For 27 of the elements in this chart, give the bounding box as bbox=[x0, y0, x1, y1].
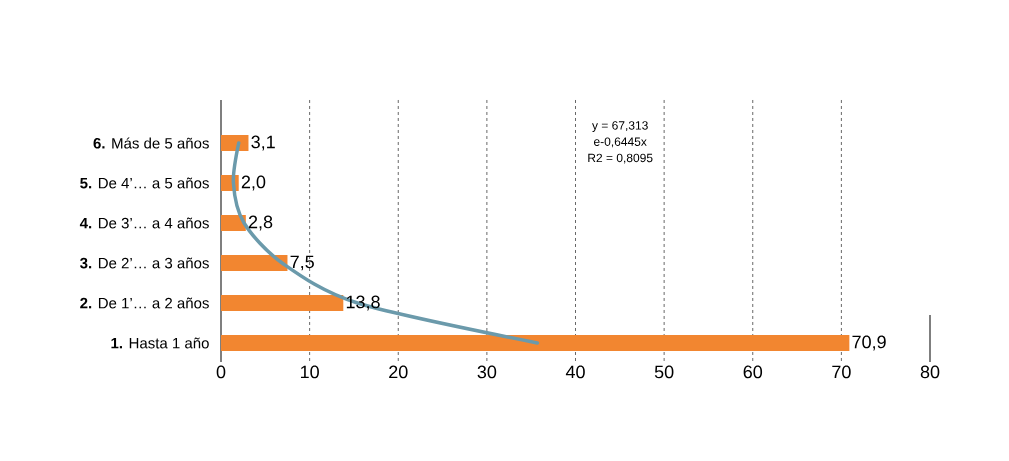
y-tick-label: 4. De 3’… a 4 años bbox=[79, 217, 209, 229]
annotation: y = 67,313 bbox=[592, 121, 648, 133]
data-label: 70,9 bbox=[852, 335, 886, 351]
x-tick-label: 50 bbox=[654, 365, 674, 379]
x-tick-label: 80 bbox=[920, 365, 940, 379]
y-tick-label: 1. Hasta 1 año bbox=[111, 337, 209, 349]
bar bbox=[221, 135, 249, 151]
data-label: 2,0 bbox=[241, 175, 266, 191]
x-tick-label: 20 bbox=[389, 365, 408, 379]
data-label: 7,5 bbox=[290, 255, 314, 271]
bar bbox=[221, 335, 850, 351]
x-tick-label: 70 bbox=[832, 365, 851, 379]
annotation: R2 = 0,8095 bbox=[588, 153, 653, 164]
x-tick-label: 30 bbox=[477, 365, 497, 379]
x-tick-label: 40 bbox=[565, 365, 585, 379]
y-tick-label: 5. De 4’… a 5 años bbox=[80, 177, 209, 189]
y-tick-label: 3. De 2’… a 3 años bbox=[80, 257, 209, 269]
x-tick-label: 60 bbox=[743, 365, 763, 379]
bar bbox=[221, 255, 288, 271]
data-label: 2,8 bbox=[248, 215, 273, 231]
bar bbox=[221, 295, 344, 311]
annotation: e-0,6445x bbox=[593, 137, 647, 148]
y-tick-label: 6. Más de 5 años bbox=[93, 137, 209, 149]
y-tick-label: 2. De 1’… a 2 años bbox=[80, 297, 209, 309]
x-tick-label: 10 bbox=[300, 365, 319, 379]
data-label: 3,1 bbox=[251, 135, 275, 151]
x-tick-label: 0 bbox=[216, 365, 226, 379]
